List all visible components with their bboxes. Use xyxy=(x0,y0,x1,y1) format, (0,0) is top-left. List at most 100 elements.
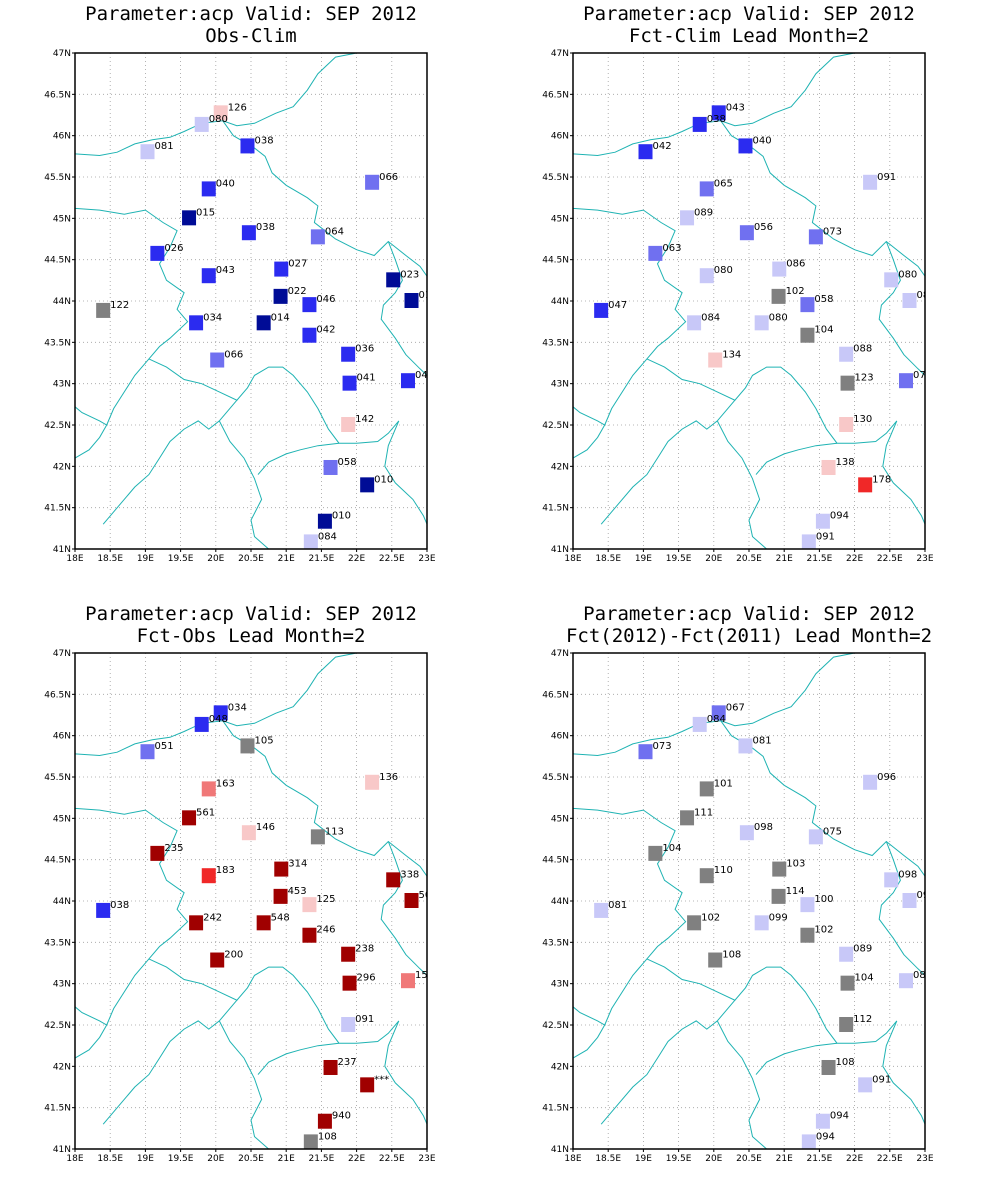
y-tick-label: 43.5N xyxy=(44,338,71,348)
station-marker xyxy=(342,375,357,391)
station-value-label: 237 xyxy=(338,1057,357,1068)
country-border xyxy=(878,841,925,976)
x-tick-label: 21.5E xyxy=(807,554,833,564)
station-value-label: 034 xyxy=(228,702,247,713)
x-tick-label: 19.5E xyxy=(168,554,194,564)
station-marker xyxy=(840,975,855,991)
country-border xyxy=(720,720,925,877)
station-marker xyxy=(241,225,256,241)
station-marker xyxy=(302,897,317,913)
station-value-label: 043 xyxy=(726,102,745,113)
x-tick-label: 21.5E xyxy=(807,1154,833,1164)
x-tick-label: 21.5E xyxy=(309,1154,335,1164)
x-tick-label: 20.5E xyxy=(736,1154,762,1164)
panel-subtitle: Fct-Clim Lead Month=2 xyxy=(629,25,869,47)
x-tick-label: 23E xyxy=(418,1154,435,1164)
station-marker xyxy=(858,477,873,493)
y-tick-label: 46N xyxy=(53,132,71,142)
station-value-label: 242 xyxy=(203,912,222,923)
x-tick-label: 18E xyxy=(66,1154,83,1164)
x-tick-label: 18E xyxy=(66,554,83,564)
station-marker xyxy=(400,373,415,389)
y-tick-label: 45N xyxy=(551,814,569,824)
country-border xyxy=(720,120,925,277)
station-marker xyxy=(341,346,356,362)
station-value-label: 314 xyxy=(288,859,307,870)
y-tick-label: 45.5N xyxy=(542,173,569,183)
y-tick-label: 41N xyxy=(53,1145,71,1155)
y-tick-label: 44N xyxy=(551,297,569,307)
station-marker xyxy=(801,1134,816,1149)
station-value-label: 246 xyxy=(316,925,335,936)
y-tick-label: 45N xyxy=(53,214,71,224)
station-marker xyxy=(96,302,111,318)
station-marker xyxy=(839,946,854,962)
station-value-label: 066 xyxy=(224,350,243,361)
x-tick-label: 22E xyxy=(846,554,863,564)
station-marker xyxy=(699,868,714,884)
y-tick-label: 43N xyxy=(551,380,569,390)
x-tick-label: 23E xyxy=(916,554,933,564)
x-tick-label: 19.5E xyxy=(666,554,692,564)
station-value-label: 548 xyxy=(271,912,290,923)
x-tick-label: 19.5E xyxy=(168,1154,194,1164)
station-value-label: 073 xyxy=(653,741,672,752)
station-value-label: 027 xyxy=(288,259,307,270)
station-value-label: 163 xyxy=(216,778,235,789)
y-tick-label: 44N xyxy=(551,897,569,907)
station-marker xyxy=(711,705,726,721)
station-value-label: 075 xyxy=(823,826,842,837)
station-value-label: 235 xyxy=(164,843,183,854)
station-marker xyxy=(858,1077,873,1093)
station-marker xyxy=(754,315,769,331)
station-marker xyxy=(273,288,288,304)
country-border xyxy=(573,1024,606,1059)
country-border xyxy=(882,1020,925,1125)
country-border xyxy=(573,653,855,757)
station-marker xyxy=(638,744,653,760)
country-border xyxy=(600,999,736,1125)
x-tick-label: 22.5E xyxy=(877,554,903,564)
station-value-label: 561 xyxy=(196,807,215,818)
station-marker xyxy=(815,513,830,529)
y-tick-label: 42.5N xyxy=(44,1021,71,1031)
y-tick-label: 43N xyxy=(53,980,71,990)
panel-subtitle: Obs-Clim xyxy=(205,25,297,47)
country-border xyxy=(148,958,400,1044)
station-marker xyxy=(317,1113,332,1129)
station-value-label: 940 xyxy=(332,1111,351,1122)
station-value-label: 112 xyxy=(853,1014,872,1025)
station-value-label: 056 xyxy=(754,222,773,233)
station-value-label: 104 xyxy=(855,973,874,984)
y-tick-label: 45.5N xyxy=(44,773,71,783)
x-tick-label: 20.5E xyxy=(238,1154,264,1164)
y-tick-label: 43.5N xyxy=(542,338,569,348)
station-value-label: 122 xyxy=(110,300,129,311)
station-marker xyxy=(839,1017,854,1032)
station-value-label: 114 xyxy=(786,886,805,897)
country-border xyxy=(716,420,767,549)
country-border xyxy=(380,241,427,376)
x-tick-label: 22.5E xyxy=(379,554,405,564)
station-marker xyxy=(140,744,155,760)
station-value-label: 010 xyxy=(374,474,393,485)
country-border xyxy=(573,807,644,815)
station-marker xyxy=(341,417,356,432)
station-value-label: 064 xyxy=(325,226,344,237)
y-tick-label: 46N xyxy=(551,132,569,142)
station-marker xyxy=(96,902,111,918)
station-marker xyxy=(241,825,256,841)
station-marker xyxy=(182,810,197,826)
country-border xyxy=(75,653,357,757)
station-marker xyxy=(317,513,332,529)
station-value-label: 058 xyxy=(338,457,357,468)
x-tick-label: 21.5E xyxy=(309,554,335,564)
station-marker xyxy=(302,927,317,943)
country-border xyxy=(218,420,269,549)
y-tick-label: 46.5N xyxy=(44,90,71,100)
country-border xyxy=(380,841,427,976)
station-marker xyxy=(884,872,899,888)
station-marker xyxy=(821,1059,836,1075)
